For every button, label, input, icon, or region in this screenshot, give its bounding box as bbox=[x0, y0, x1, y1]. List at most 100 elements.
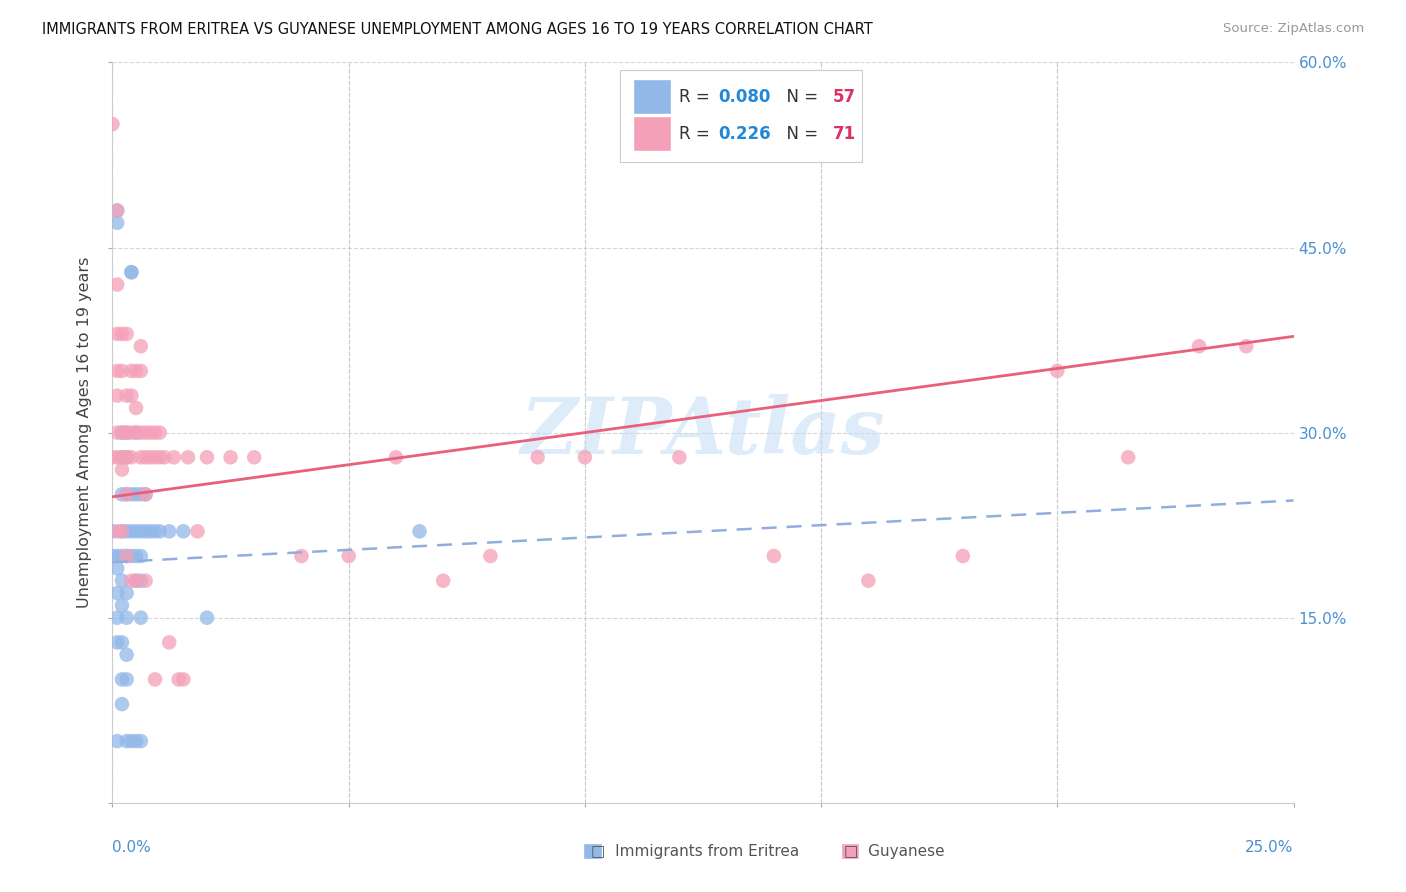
Text: 25.0%: 25.0% bbox=[1246, 840, 1294, 855]
Point bbox=[120, 734, 142, 748]
Text: 0.080: 0.080 bbox=[718, 88, 770, 106]
Point bbox=[139, 524, 162, 539]
Point bbox=[129, 734, 152, 748]
Bar bbox=[583, 843, 602, 859]
Point bbox=[111, 450, 134, 465]
Point bbox=[105, 524, 128, 539]
Point bbox=[105, 586, 128, 600]
Point bbox=[115, 450, 138, 465]
Point bbox=[115, 425, 138, 440]
FancyBboxPatch shape bbox=[620, 70, 862, 162]
Point bbox=[129, 610, 152, 624]
Point bbox=[479, 549, 502, 563]
Point bbox=[115, 487, 138, 501]
Point bbox=[115, 487, 138, 501]
Point bbox=[111, 599, 134, 613]
Text: IMMIGRANTS FROM ERITREA VS GUYANESE UNEMPLOYMENT AMONG AGES 16 TO 19 YEARS CORRE: IMMIGRANTS FROM ERITREA VS GUYANESE UNEM… bbox=[42, 22, 873, 37]
Point bbox=[125, 401, 148, 415]
Point bbox=[101, 549, 124, 563]
Point bbox=[135, 524, 157, 539]
Point bbox=[149, 450, 172, 465]
Point bbox=[526, 450, 548, 465]
Point bbox=[111, 326, 134, 341]
Point bbox=[668, 450, 690, 465]
Point bbox=[172, 524, 194, 539]
Point bbox=[290, 549, 312, 563]
Point bbox=[111, 462, 134, 476]
Point bbox=[163, 450, 186, 465]
Point bbox=[105, 610, 128, 624]
Point bbox=[1188, 339, 1211, 353]
Point bbox=[125, 549, 148, 563]
Point bbox=[177, 450, 200, 465]
Point bbox=[149, 425, 172, 440]
Point bbox=[167, 673, 190, 687]
Point bbox=[111, 635, 134, 649]
Point bbox=[101, 117, 124, 131]
Bar bbox=[841, 843, 859, 859]
Point bbox=[105, 549, 128, 563]
Point bbox=[115, 586, 138, 600]
Point bbox=[115, 734, 138, 748]
Point bbox=[125, 574, 148, 588]
Text: 71: 71 bbox=[832, 125, 856, 144]
Point bbox=[105, 388, 128, 402]
Point bbox=[115, 549, 138, 563]
Point bbox=[120, 574, 142, 588]
Point bbox=[139, 450, 162, 465]
Point bbox=[120, 265, 142, 279]
Point bbox=[111, 673, 134, 687]
Point bbox=[115, 326, 138, 341]
Point bbox=[105, 326, 128, 341]
Text: 57: 57 bbox=[832, 88, 856, 106]
Point bbox=[105, 203, 128, 218]
Point bbox=[125, 734, 148, 748]
Point bbox=[129, 549, 152, 563]
Point bbox=[129, 339, 152, 353]
Point bbox=[115, 648, 138, 662]
Point bbox=[337, 549, 360, 563]
Text: R =: R = bbox=[679, 88, 716, 106]
Point bbox=[125, 364, 148, 378]
Point bbox=[105, 216, 128, 230]
Point bbox=[125, 425, 148, 440]
Point bbox=[120, 265, 142, 279]
Point bbox=[129, 487, 152, 501]
Point bbox=[139, 425, 162, 440]
Point bbox=[120, 549, 142, 563]
Point bbox=[143, 673, 166, 687]
Point bbox=[135, 450, 157, 465]
Point bbox=[105, 203, 128, 218]
Point bbox=[157, 524, 180, 539]
Point bbox=[125, 574, 148, 588]
Point bbox=[1234, 339, 1257, 353]
Point bbox=[385, 450, 408, 465]
Point bbox=[115, 549, 138, 563]
Point bbox=[129, 425, 152, 440]
Point bbox=[135, 487, 157, 501]
Point bbox=[858, 574, 880, 588]
FancyBboxPatch shape bbox=[633, 117, 671, 151]
Point bbox=[186, 524, 208, 539]
Point bbox=[101, 450, 124, 465]
Point bbox=[111, 487, 134, 501]
Point bbox=[243, 450, 266, 465]
Point bbox=[129, 574, 152, 588]
Point bbox=[120, 388, 142, 402]
Point bbox=[120, 487, 142, 501]
Text: 0.226: 0.226 bbox=[718, 125, 770, 144]
Text: R =: R = bbox=[679, 125, 716, 144]
Point bbox=[129, 364, 152, 378]
Point bbox=[115, 610, 138, 624]
Text: ZIPAtlas: ZIPAtlas bbox=[520, 394, 886, 471]
Point bbox=[172, 673, 194, 687]
Point bbox=[111, 524, 134, 539]
FancyBboxPatch shape bbox=[633, 79, 671, 113]
Y-axis label: Unemployment Among Ages 16 to 19 years: Unemployment Among Ages 16 to 19 years bbox=[77, 257, 93, 608]
Point bbox=[111, 697, 134, 711]
Point bbox=[111, 425, 134, 440]
Point bbox=[143, 425, 166, 440]
Text: Source: ZipAtlas.com: Source: ZipAtlas.com bbox=[1223, 22, 1364, 36]
Point bbox=[105, 364, 128, 378]
Point bbox=[149, 524, 172, 539]
